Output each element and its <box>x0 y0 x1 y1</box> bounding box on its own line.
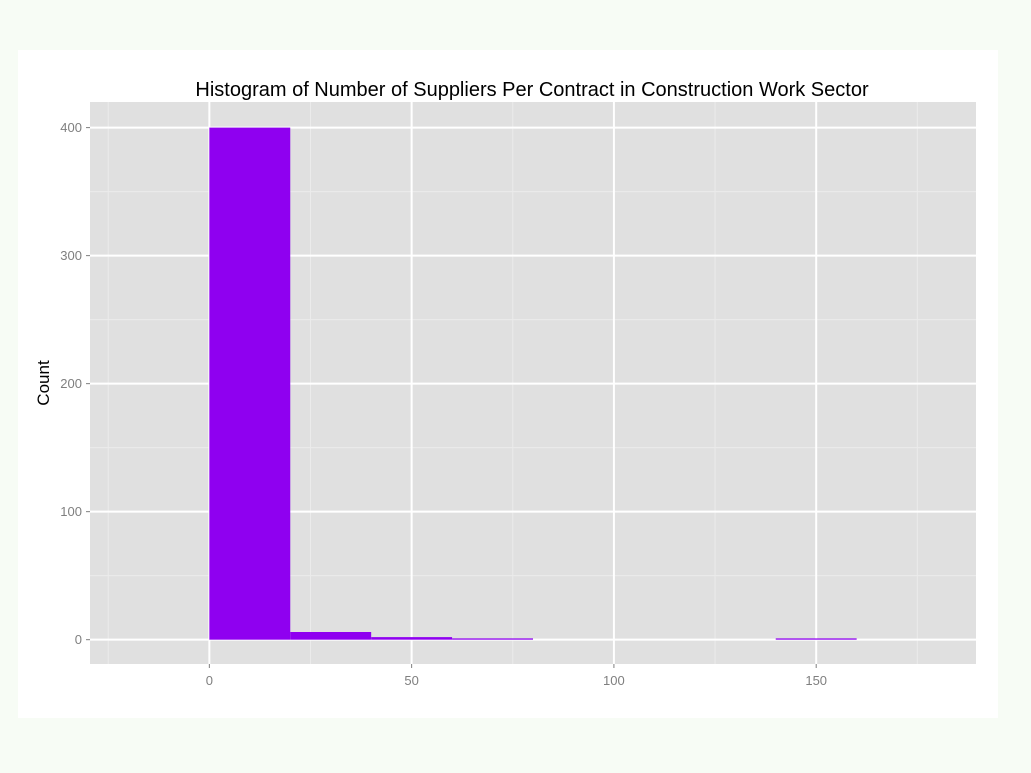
x-tick-label: 150 <box>805 673 827 688</box>
chart-frame: Histogram of Number of Suppliers Per Con… <box>18 50 998 718</box>
x-tick-label: 100 <box>603 673 625 688</box>
x-tick-label: 50 <box>404 673 418 688</box>
histogram-bar <box>452 638 533 640</box>
histogram-bar <box>209 127 291 640</box>
y-tick-label: 200 <box>60 376 82 391</box>
histogram-bar <box>290 631 372 640</box>
axis-tick-labels: 0 50 100 150 0 100 200 300 400 <box>60 120 827 688</box>
axis-ticks <box>86 127 817 668</box>
histogram-bar <box>371 637 453 640</box>
y-tick-label: 400 <box>60 120 82 135</box>
histogram-chart: Histogram of Number of Suppliers Per Con… <box>34 79 976 688</box>
x-tick-label: 0 <box>206 673 213 688</box>
histogram-bar <box>775 638 857 640</box>
y-tick-label: 0 <box>75 632 82 647</box>
y-axis-title: Count <box>34 360 53 406</box>
y-tick-label: 100 <box>60 504 82 519</box>
chart-title: Histogram of Number of Suppliers Per Con… <box>195 79 869 101</box>
bars <box>209 127 857 640</box>
y-tick-label: 300 <box>60 248 82 263</box>
